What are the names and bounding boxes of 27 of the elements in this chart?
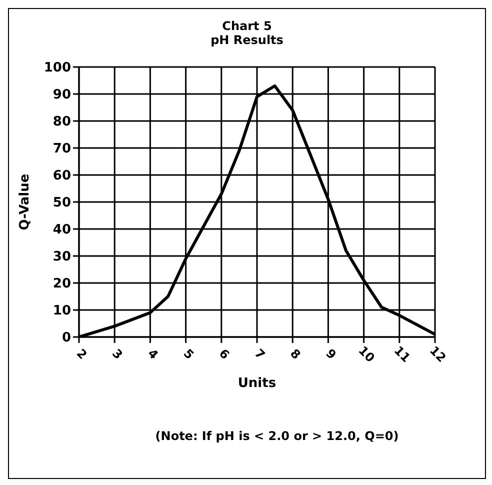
x-tick-label: 12 bbox=[426, 343, 449, 366]
x-tick-label: 8 bbox=[288, 346, 304, 362]
x-tick-label: 2 bbox=[74, 346, 90, 362]
text: (Note: If pH is < 2.0 or > 12.0, Q=0) bbox=[154, 429, 400, 443]
chart-subtitle: pH Results bbox=[210, 33, 284, 47]
y-tick-label: 30 bbox=[52, 250, 71, 265]
y-tick-label: 80 bbox=[52, 114, 71, 130]
y-tick-label: 100 bbox=[44, 60, 71, 76]
x-tick-label: 6 bbox=[216, 346, 232, 362]
chart-title: Chart 5 bbox=[221, 19, 273, 33]
x-tick-label: 3 bbox=[110, 346, 126, 362]
x-tick-label: 11 bbox=[391, 343, 414, 366]
x-tick-label: 10 bbox=[356, 343, 378, 366]
y-tick-label: 90 bbox=[52, 88, 71, 103]
y-tick-label: 40 bbox=[52, 222, 71, 238]
y-tick-label: 20 bbox=[52, 276, 71, 292]
y-axis-title: Q-Value bbox=[18, 174, 33, 230]
y-tick-label: 70 bbox=[52, 142, 71, 157]
y-tick-label: 60 bbox=[52, 168, 71, 184]
y-tick-label: 10 bbox=[52, 304, 71, 319]
y-tick-label: 0 bbox=[62, 330, 71, 346]
y-tick-label: 50 bbox=[52, 196, 71, 211]
x-tick-label: 7 bbox=[252, 346, 268, 362]
x-tick-label: 9 bbox=[323, 346, 339, 362]
x-tick-label: 4 bbox=[145, 346, 161, 362]
x-axis-title: Units bbox=[238, 376, 276, 391]
x-tick-label: 5 bbox=[180, 346, 197, 362]
